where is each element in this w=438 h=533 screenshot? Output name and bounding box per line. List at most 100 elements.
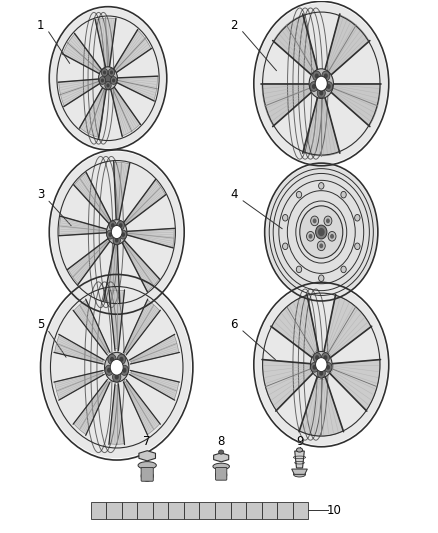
- Polygon shape: [292, 469, 307, 474]
- Polygon shape: [124, 300, 160, 354]
- Circle shape: [115, 238, 119, 243]
- Polygon shape: [60, 216, 106, 236]
- Polygon shape: [214, 453, 229, 462]
- Text: 1: 1: [37, 19, 44, 32]
- Text: 2: 2: [230, 19, 238, 32]
- Circle shape: [111, 225, 122, 239]
- Circle shape: [113, 236, 120, 245]
- Circle shape: [313, 71, 321, 81]
- Circle shape: [315, 355, 319, 360]
- Circle shape: [110, 77, 117, 84]
- Circle shape: [300, 206, 343, 258]
- Circle shape: [315, 358, 327, 372]
- Circle shape: [317, 79, 325, 88]
- Polygon shape: [95, 18, 116, 67]
- Polygon shape: [109, 386, 124, 444]
- Bar: [106, 502, 122, 519]
- Circle shape: [266, 165, 377, 300]
- Polygon shape: [124, 180, 166, 225]
- Polygon shape: [74, 300, 110, 354]
- Bar: [168, 502, 184, 519]
- Polygon shape: [139, 451, 155, 461]
- Circle shape: [313, 219, 317, 223]
- Ellipse shape: [283, 243, 288, 249]
- Polygon shape: [131, 335, 179, 364]
- Circle shape: [111, 223, 115, 228]
- Polygon shape: [74, 381, 110, 434]
- Circle shape: [319, 371, 323, 376]
- Polygon shape: [131, 371, 179, 400]
- Ellipse shape: [215, 470, 227, 480]
- Ellipse shape: [283, 214, 288, 221]
- Ellipse shape: [297, 191, 302, 198]
- Circle shape: [324, 362, 332, 372]
- Circle shape: [107, 368, 111, 373]
- Circle shape: [105, 352, 129, 382]
- Bar: [153, 502, 168, 519]
- Ellipse shape: [318, 183, 324, 189]
- Polygon shape: [59, 79, 100, 106]
- Ellipse shape: [141, 471, 153, 481]
- Circle shape: [324, 216, 332, 225]
- Polygon shape: [123, 241, 159, 291]
- Circle shape: [317, 360, 325, 369]
- Circle shape: [317, 88, 325, 98]
- Circle shape: [103, 70, 106, 75]
- Circle shape: [109, 221, 117, 230]
- Circle shape: [105, 74, 112, 83]
- FancyBboxPatch shape: [141, 467, 153, 481]
- Circle shape: [42, 276, 191, 458]
- Bar: [184, 502, 199, 519]
- Ellipse shape: [219, 450, 224, 454]
- Ellipse shape: [138, 462, 156, 469]
- Circle shape: [109, 232, 112, 237]
- Circle shape: [318, 228, 325, 236]
- Polygon shape: [55, 335, 103, 364]
- Circle shape: [319, 244, 323, 248]
- Polygon shape: [111, 87, 140, 136]
- Circle shape: [106, 230, 114, 239]
- Polygon shape: [55, 371, 103, 400]
- Bar: [261, 502, 277, 519]
- Bar: [137, 502, 153, 519]
- Polygon shape: [68, 239, 110, 284]
- Ellipse shape: [341, 266, 346, 273]
- Circle shape: [119, 357, 124, 362]
- Circle shape: [106, 84, 110, 87]
- Circle shape: [311, 351, 332, 378]
- Text: 10: 10: [327, 504, 342, 517]
- Text: 9: 9: [296, 435, 303, 448]
- Text: 7: 7: [143, 435, 151, 448]
- Bar: [122, 502, 137, 519]
- Polygon shape: [80, 87, 106, 138]
- Circle shape: [117, 354, 126, 365]
- Bar: [293, 502, 308, 519]
- Circle shape: [120, 230, 127, 239]
- Circle shape: [315, 76, 327, 91]
- Circle shape: [311, 216, 318, 225]
- Ellipse shape: [297, 266, 302, 273]
- Ellipse shape: [318, 275, 324, 281]
- Circle shape: [314, 74, 319, 78]
- Polygon shape: [104, 245, 120, 302]
- Text: 5: 5: [37, 318, 44, 332]
- Circle shape: [255, 3, 387, 164]
- Circle shape: [324, 74, 328, 78]
- Circle shape: [121, 232, 125, 237]
- Circle shape: [313, 353, 321, 362]
- Ellipse shape: [213, 463, 230, 470]
- Circle shape: [50, 8, 166, 148]
- Ellipse shape: [341, 191, 346, 198]
- Polygon shape: [263, 360, 312, 410]
- Polygon shape: [113, 30, 151, 72]
- Polygon shape: [324, 295, 371, 357]
- Polygon shape: [331, 360, 380, 410]
- Circle shape: [327, 84, 331, 89]
- Circle shape: [316, 225, 327, 239]
- Circle shape: [119, 223, 123, 228]
- Circle shape: [255, 284, 387, 445]
- Bar: [230, 502, 246, 519]
- Polygon shape: [299, 378, 343, 436]
- Text: 3: 3: [37, 189, 44, 201]
- Bar: [215, 502, 230, 519]
